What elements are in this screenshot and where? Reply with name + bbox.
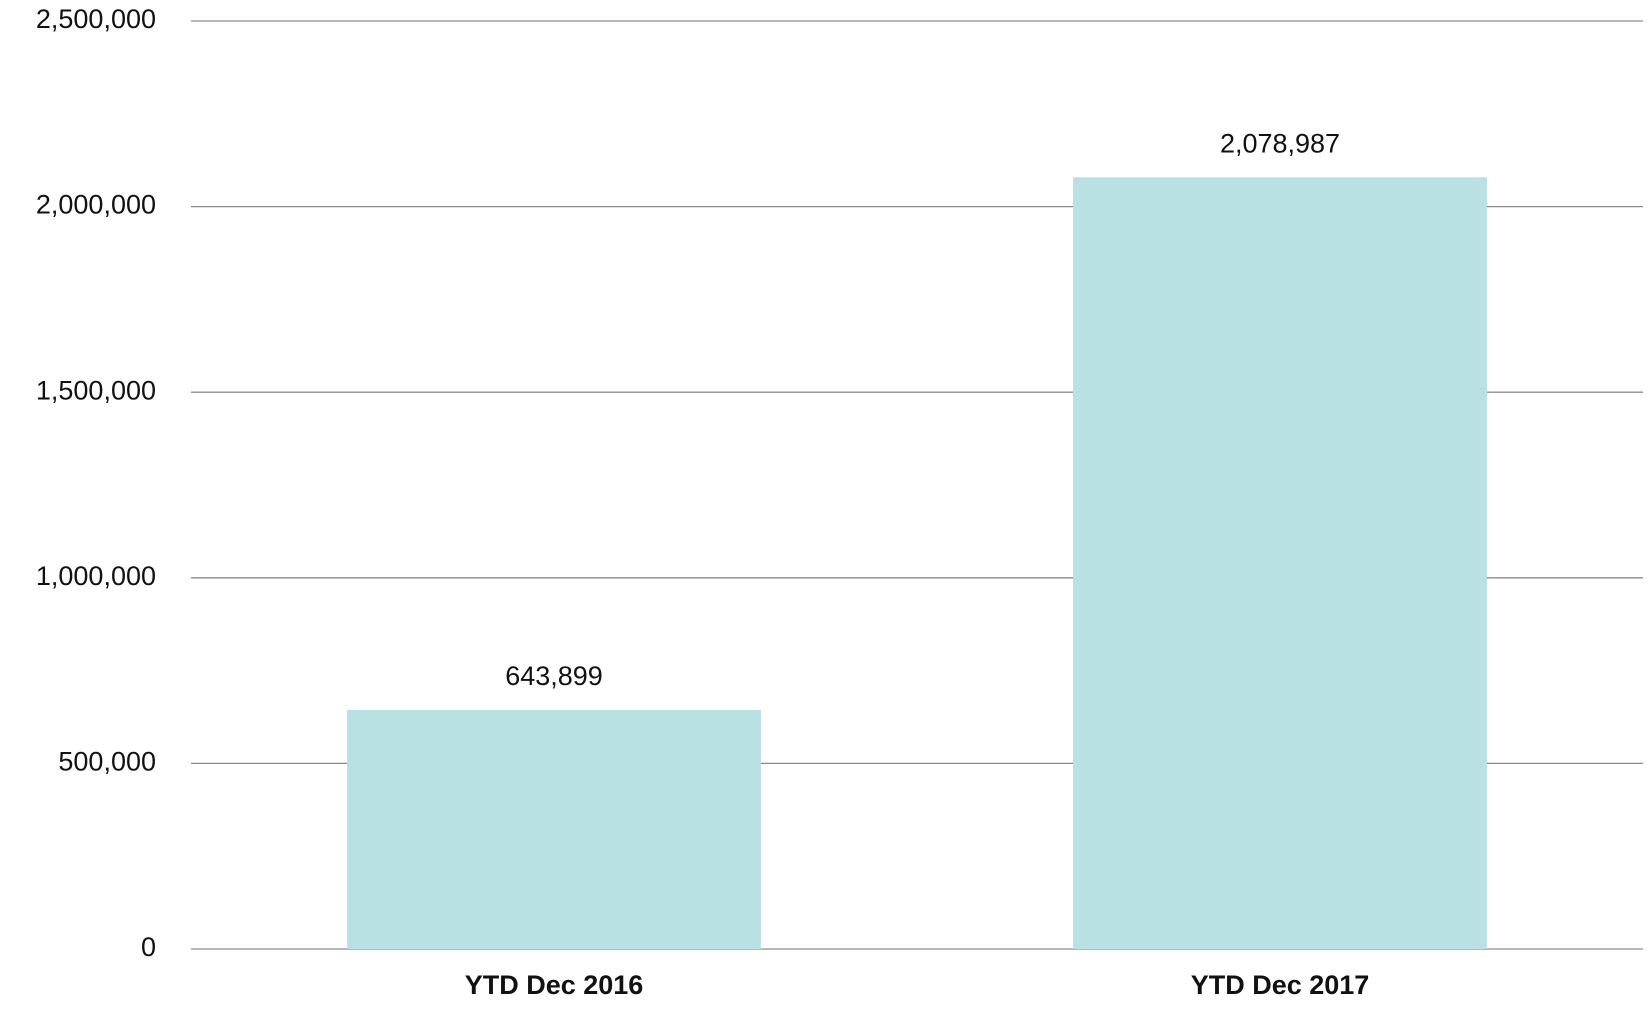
- y-tick-label: 2,500,000: [36, 4, 156, 34]
- data-label: 643,899: [505, 661, 603, 691]
- bar: [1073, 177, 1487, 949]
- x-tick-label: YTD Dec 2016: [465, 970, 644, 1000]
- data-label: 2,078,987: [1220, 128, 1340, 158]
- y-tick-label: 1,000,000: [36, 561, 156, 591]
- y-tick-label: 1,500,000: [36, 375, 156, 405]
- x-tick-label: YTD Dec 2017: [1191, 970, 1370, 1000]
- y-tick-label: 500,000: [58, 747, 156, 777]
- y-tick-label: 0: [141, 932, 156, 962]
- bar: [347, 709, 761, 949]
- y-tick-label: 2,000,000: [36, 190, 156, 220]
